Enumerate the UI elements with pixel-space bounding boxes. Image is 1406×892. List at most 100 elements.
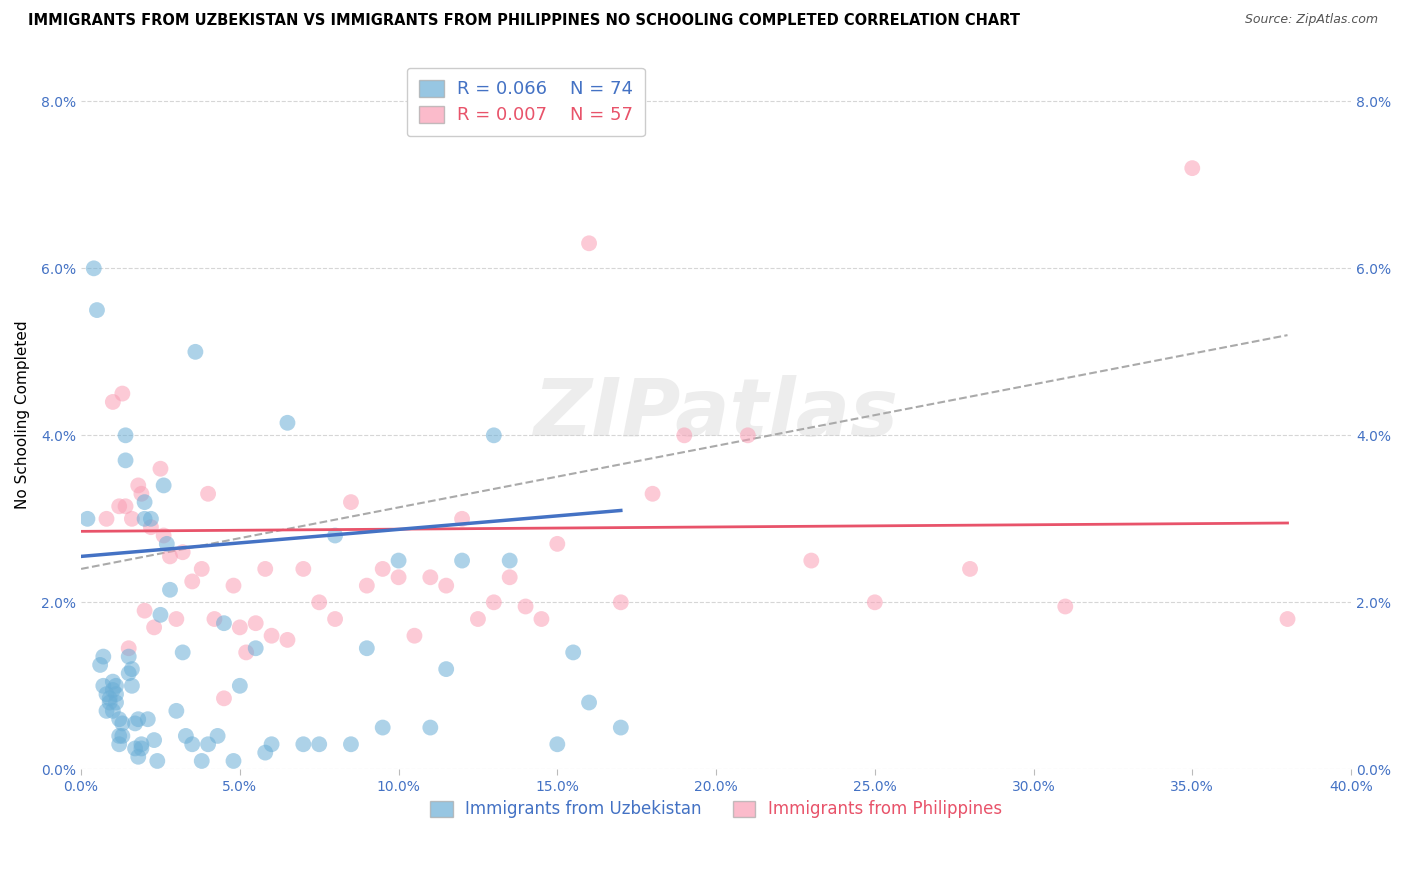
Point	[212, 616, 235, 631]
Point	[96, 512, 118, 526]
Point	[114, 500, 136, 514]
Point	[76, 512, 98, 526]
Point	[152, 528, 174, 542]
Point	[184, 344, 207, 359]
Point	[578, 236, 600, 251]
Point	[159, 582, 181, 597]
Point	[124, 741, 146, 756]
Point	[111, 729, 134, 743]
Point	[118, 649, 141, 664]
Point	[800, 553, 823, 567]
Point	[98, 696, 121, 710]
Point	[229, 679, 252, 693]
Point	[143, 733, 166, 747]
Point	[101, 683, 124, 698]
Text: ZIPatlas: ZIPatlas	[533, 376, 898, 453]
Point	[89, 657, 111, 672]
Point	[292, 562, 315, 576]
Point	[340, 495, 363, 509]
Text: IMMIGRANTS FROM UZBEKISTAN VS IMMIGRANTS FROM PHILIPPINES NO SCHOOLING COMPLETED: IMMIGRANTS FROM UZBEKISTAN VS IMMIGRANTS…	[28, 13, 1021, 29]
Point	[91, 649, 114, 664]
Point	[114, 428, 136, 442]
Point	[121, 512, 143, 526]
Point	[181, 737, 204, 751]
Point	[139, 512, 162, 526]
Point	[356, 641, 378, 656]
Point	[165, 704, 187, 718]
Legend: Immigrants from Uzbekistan, Immigrants from Philippines: Immigrants from Uzbekistan, Immigrants f…	[423, 792, 1010, 825]
Point	[127, 749, 149, 764]
Point	[641, 487, 664, 501]
Point	[276, 416, 298, 430]
Point	[207, 729, 229, 743]
Point	[222, 754, 245, 768]
Point	[146, 754, 169, 768]
Point	[308, 737, 330, 751]
Point	[308, 595, 330, 609]
Point	[235, 645, 257, 659]
Point	[127, 712, 149, 726]
Point	[863, 595, 886, 609]
Point	[91, 679, 114, 693]
Point	[578, 696, 600, 710]
Point	[105, 696, 128, 710]
Point	[101, 674, 124, 689]
Point	[419, 721, 441, 735]
Point	[136, 712, 159, 726]
Point	[499, 570, 522, 584]
Point	[276, 632, 298, 647]
Point	[190, 562, 212, 576]
Point	[152, 478, 174, 492]
Point	[451, 512, 474, 526]
Point	[1054, 599, 1077, 614]
Point	[254, 746, 277, 760]
Point	[229, 620, 252, 634]
Point	[197, 487, 219, 501]
Point	[131, 487, 153, 501]
Point	[546, 737, 568, 751]
Point	[139, 520, 162, 534]
Point	[451, 553, 474, 567]
Point	[134, 604, 156, 618]
Point	[96, 704, 118, 718]
Point	[323, 612, 346, 626]
Point	[245, 641, 267, 656]
Point	[134, 495, 156, 509]
Point	[482, 428, 505, 442]
Point	[143, 620, 166, 634]
Point	[127, 478, 149, 492]
Point	[118, 666, 141, 681]
Y-axis label: No Schooling Completed: No Schooling Completed	[15, 320, 30, 508]
Point	[404, 629, 426, 643]
Point	[387, 553, 409, 567]
Point	[562, 645, 585, 659]
Point	[131, 741, 153, 756]
Point	[499, 553, 522, 567]
Point	[371, 721, 394, 735]
Point	[108, 729, 131, 743]
Point	[105, 679, 128, 693]
Point	[387, 570, 409, 584]
Point	[96, 687, 118, 701]
Point	[98, 691, 121, 706]
Point	[156, 537, 179, 551]
Point	[172, 545, 194, 559]
Point	[131, 737, 153, 751]
Point	[737, 428, 759, 442]
Point	[434, 579, 457, 593]
Point	[260, 629, 283, 643]
Point	[114, 453, 136, 467]
Point	[174, 729, 197, 743]
Point	[121, 662, 143, 676]
Point	[108, 500, 131, 514]
Point	[149, 461, 172, 475]
Point	[86, 303, 108, 318]
Point	[134, 512, 156, 526]
Point	[340, 737, 363, 751]
Point	[1181, 161, 1204, 176]
Point	[434, 662, 457, 676]
Point	[101, 395, 124, 409]
Point	[260, 737, 283, 751]
Point	[323, 528, 346, 542]
Point	[515, 599, 537, 614]
